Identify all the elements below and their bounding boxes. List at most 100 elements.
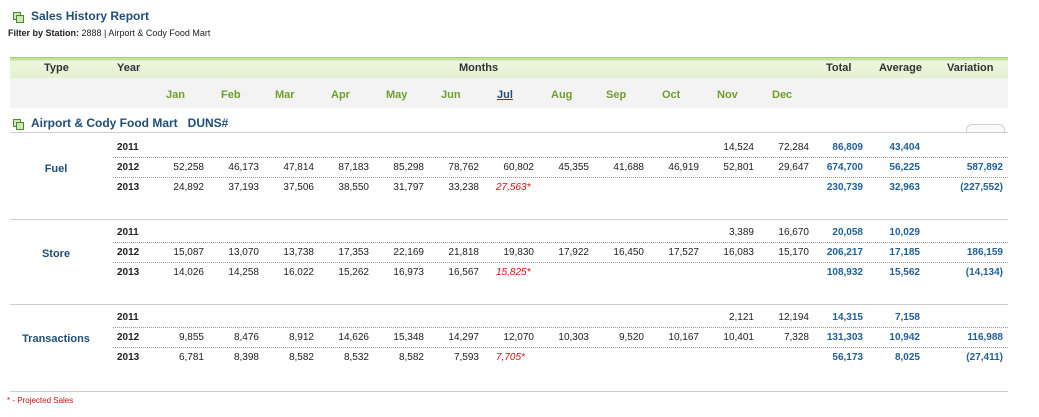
month-value-cell: 10,303 <box>558 332 589 343</box>
header-total: Total <box>826 62 852 74</box>
month-value-cell: 41,688 <box>613 162 644 173</box>
month-value-cell: 16,973 <box>393 267 424 278</box>
month-header-feb: Feb <box>221 89 241 101</box>
month-value-cell: 16,567 <box>448 267 479 278</box>
average-cell: 10,029 <box>889 227 920 238</box>
page-title: Sales History Report <box>31 9 150 23</box>
month-value-cell: 10,167 <box>668 332 699 343</box>
projected-value-cell: 15,825* <box>496 267 531 278</box>
month-header-jul[interactable]: Jul <box>497 89 513 101</box>
filter-text: Filter by Station: 2888 | Airport & Cody… <box>8 28 210 38</box>
month-value-cell: 29,647 <box>778 162 809 173</box>
table-icon <box>13 11 24 23</box>
month-header-jan: Jan <box>166 89 185 101</box>
month-value-cell: 46,173 <box>228 162 259 173</box>
row-divider <box>113 242 1008 243</box>
month-value-cell: 9,520 <box>618 332 644 343</box>
variation-cell: (14,134) <box>965 267 1003 278</box>
month-value-cell: 9,855 <box>178 332 204 343</box>
row-year: 2011 <box>117 142 139 153</box>
total-cell: 56,173 <box>832 352 863 363</box>
month-value-cell: 16,083 <box>723 247 754 258</box>
group-label-fuel: Fuel <box>44 163 68 175</box>
month-header-row <box>10 78 1008 108</box>
filter-label: Filter by Station: <box>8 28 80 38</box>
average-cell: 10,942 <box>889 332 920 343</box>
average-cell: 7,158 <box>894 312 920 323</box>
month-value-cell: 14,026 <box>173 267 204 278</box>
header-months: Months <box>459 62 499 74</box>
month-header-jun: Jun <box>441 89 461 101</box>
month-value-cell: 7,328 <box>783 332 809 343</box>
collapse-tab[interactable] <box>966 124 1005 133</box>
month-value-cell: 37,193 <box>228 182 259 193</box>
month-value-cell: 15,170 <box>778 247 809 258</box>
month-value-cell: 45,355 <box>558 162 589 173</box>
group-divider <box>10 219 1008 220</box>
month-header-oct: Oct <box>662 89 681 101</box>
row-divider <box>113 177 1008 178</box>
average-cell: 17,185 <box>889 247 920 258</box>
average-cell: 43,404 <box>889 142 920 153</box>
month-value-cell: 8,582 <box>398 352 424 363</box>
month-value-cell: 47,814 <box>283 162 314 173</box>
variation-cell: (27,411) <box>966 352 1003 363</box>
month-value-cell: 14,626 <box>338 332 369 343</box>
total-cell: 14,315 <box>832 312 863 323</box>
month-value-cell: 87,183 <box>338 162 369 173</box>
month-value-cell: 31,797 <box>393 182 424 193</box>
group-divider <box>10 304 1008 305</box>
table-header-bar <box>10 57 1008 79</box>
group-label-store: Store <box>41 248 71 260</box>
average-cell: 8,025 <box>894 352 920 363</box>
total-cell: 230,739 <box>826 182 863 193</box>
month-header-sep: Sep <box>606 89 627 101</box>
variation-cell: (227,552) <box>960 182 1003 193</box>
projected-value-cell: 27,563* <box>496 182 531 193</box>
header-average: Average <box>879 62 923 74</box>
average-cell: 56,225 <box>889 162 920 173</box>
month-value-cell: 52,801 <box>723 162 754 173</box>
table-icon <box>13 118 24 130</box>
station-duns: DUNS# <box>187 116 229 130</box>
month-value-cell: 19,830 <box>503 247 534 258</box>
month-header-mar: Mar <box>275 89 295 101</box>
month-value-cell: 8,582 <box>288 352 314 363</box>
row-year: 2013 <box>117 182 140 193</box>
header-year: Year <box>117 62 141 74</box>
divider <box>10 391 1008 392</box>
projected-value-cell: 7,705* <box>496 352 525 363</box>
variation-cell: 587,892 <box>966 162 1003 173</box>
average-cell: 15,562 <box>889 267 920 278</box>
month-value-cell: 13,070 <box>228 247 259 258</box>
header-type: Type <box>44 62 69 74</box>
month-value-cell: 8,532 <box>343 352 369 363</box>
report-title-row: Sales History Report <box>13 8 149 24</box>
month-value-cell: 7,593 <box>453 352 479 363</box>
month-header-apr: Apr <box>331 89 350 101</box>
month-value-cell: 10,401 <box>723 332 754 343</box>
month-value-cell: 37,506 <box>283 182 314 193</box>
row-year: 2012 <box>117 162 140 173</box>
total-cell: 206,217 <box>826 247 863 258</box>
row-year: 2011 <box>117 312 139 323</box>
total-cell: 20,058 <box>832 227 863 238</box>
month-value-cell: 3,389 <box>728 227 754 238</box>
filter-value: 2888 | Airport & Cody Food Mart <box>79 28 211 38</box>
month-value-cell: 22,169 <box>393 247 424 258</box>
month-value-cell: 6,781 <box>178 352 204 363</box>
row-year: 2011 <box>117 227 139 238</box>
month-value-cell: 15,262 <box>338 267 369 278</box>
month-value-cell: 21,818 <box>448 247 479 258</box>
month-value-cell: 33,238 <box>448 182 479 193</box>
row-year: 2013 <box>117 267 140 278</box>
projected-footnote: * - Projected Sales <box>7 396 74 405</box>
total-cell: 674,700 <box>826 162 863 173</box>
month-value-cell: 2,121 <box>728 312 754 323</box>
month-value-cell: 14,297 <box>448 332 479 343</box>
month-value-cell: 46,919 <box>668 162 699 173</box>
month-header-aug: Aug <box>551 89 573 101</box>
month-value-cell: 14,524 <box>723 142 754 153</box>
month-value-cell: 8,476 <box>233 332 259 343</box>
variation-cell: 186,159 <box>966 247 1003 258</box>
